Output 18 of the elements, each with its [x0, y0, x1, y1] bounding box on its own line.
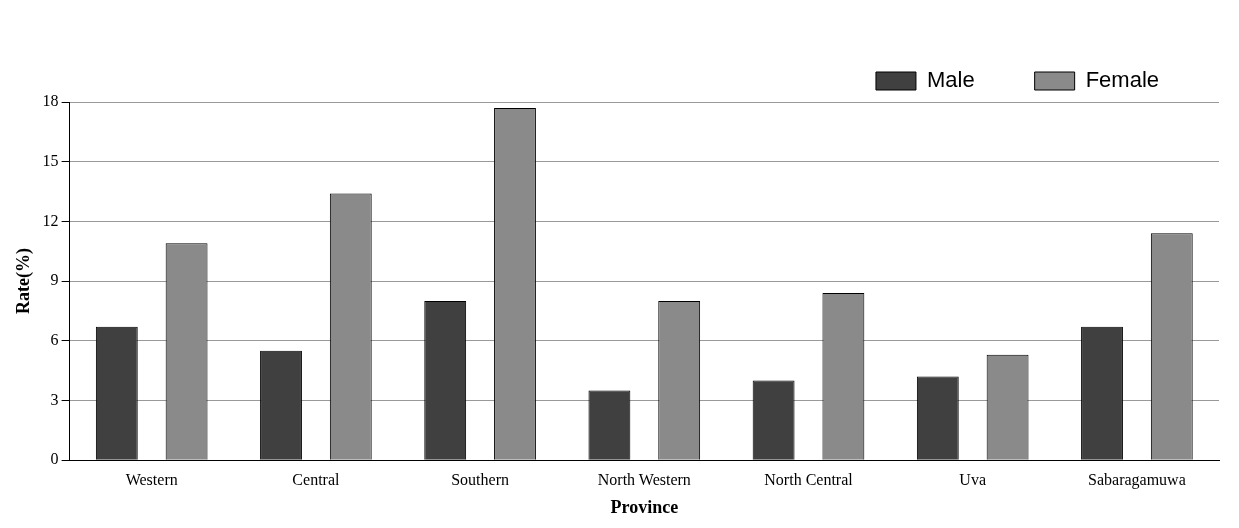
y-tick-label: 6	[50, 331, 59, 348]
y-tick-label: 15	[42, 151, 59, 169]
x-tick-label: North Central	[764, 471, 854, 488]
x-tick-label: North Western	[597, 471, 691, 488]
x-tick-label: Uva	[959, 471, 987, 488]
x-axis-title: Province	[610, 496, 679, 517]
y-tick-label: 12	[42, 211, 59, 229]
y-tick-label: 9	[50, 271, 59, 289]
x-tick-label: Central	[292, 471, 340, 488]
x-tick-label: Sabaragamuwa	[1088, 471, 1186, 489]
y-tick-label: 18	[42, 92, 59, 110]
y-tick-label: 3	[50, 390, 59, 408]
legend-label: Female	[1085, 67, 1159, 93]
x-tick-label: Western	[125, 471, 178, 488]
y-tick-label: 0	[50, 450, 59, 468]
x-tick-label: Southern	[451, 471, 509, 488]
legend-label: Male	[926, 67, 975, 93]
y-axis-title: Rate(%)	[13, 248, 35, 315]
